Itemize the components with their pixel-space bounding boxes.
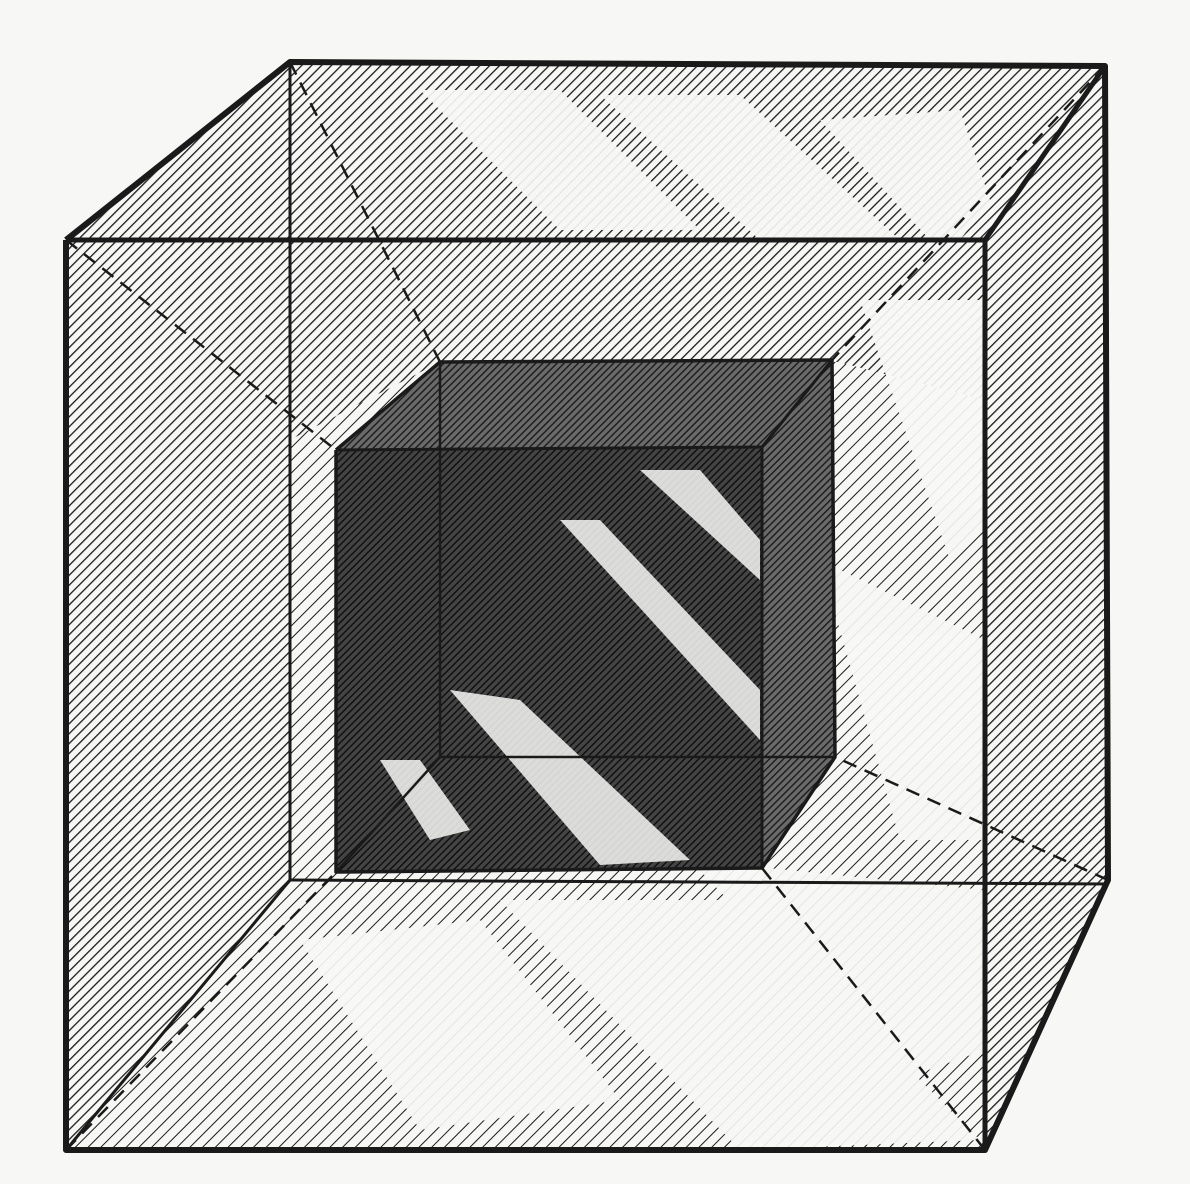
inner-cube bbox=[336, 360, 835, 872]
inner-front-face bbox=[336, 447, 762, 872]
outer-right-face bbox=[985, 66, 1108, 1150]
dashed-construction-lines bbox=[65, 61, 1109, 1151]
inner-top-face bbox=[336, 360, 832, 450]
outer-front-top-strip bbox=[290, 240, 985, 440]
inner-right-face bbox=[762, 360, 835, 868]
outer-front-left-strip bbox=[66, 240, 290, 1150]
light-highlights bbox=[300, 90, 990, 1150]
